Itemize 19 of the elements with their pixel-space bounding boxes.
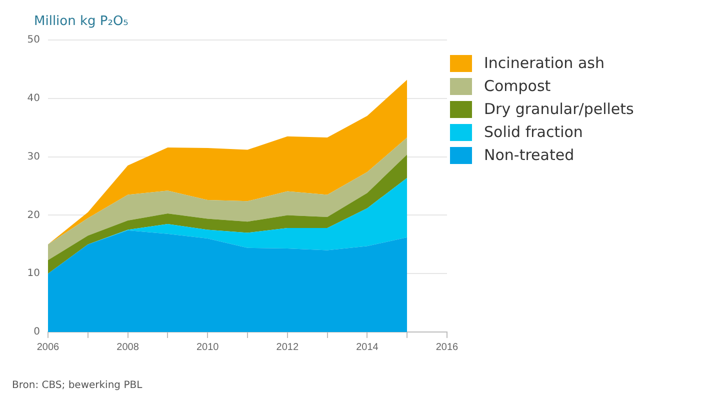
x-tick-label: 2014: [356, 342, 379, 353]
y-tick-label: 40: [27, 92, 40, 104]
x-tick-label: 2010: [196, 342, 220, 353]
y-tick-label: 20: [27, 210, 40, 221]
legend-label: Non-treated: [484, 145, 574, 166]
x-tick-label: 2016: [436, 342, 459, 353]
x-tick-label: 2008: [116, 342, 140, 353]
y-tick-label: 30: [27, 151, 40, 162]
y-tick-label: 50: [27, 34, 40, 46]
y-axis-title: Million kg P₂O₅: [34, 14, 128, 29]
legend-label: Compost: [484, 76, 551, 97]
legend-label: Solid fraction: [484, 122, 583, 143]
legend-label: Incineration ash: [484, 53, 604, 74]
y-tick-label: 10: [27, 268, 40, 280]
x-tick-label: 2006: [36, 342, 60, 353]
y-tick-label: 0: [34, 326, 40, 338]
x-tick-label: 2012: [276, 342, 299, 353]
legend-label: Dry granular/pellets: [484, 99, 634, 120]
text: Bron: CBS; bewerking PBL: [12, 380, 142, 391]
